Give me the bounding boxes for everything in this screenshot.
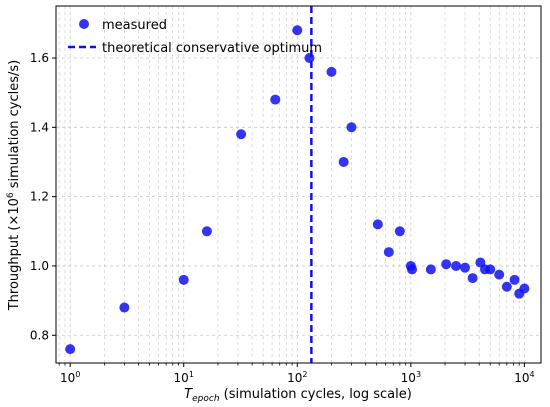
- y-tick-label: 1.6: [30, 51, 49, 65]
- data-point: [509, 274, 520, 285]
- y-tick-label: 1.2: [30, 190, 49, 204]
- x-tick-label: 100: [60, 370, 80, 385]
- x-tick-label: 102: [287, 370, 307, 385]
- y-axis-ticks: 0.8 1.0 1.2 1.4 1.6: [30, 51, 56, 342]
- data-point: [292, 25, 303, 36]
- data-point: [494, 269, 505, 280]
- data-point: [326, 66, 337, 77]
- data-point: [394, 226, 405, 237]
- data-point: [304, 52, 315, 63]
- data-point: [372, 219, 383, 230]
- data-point: [201, 226, 212, 237]
- data-point: [485, 264, 496, 275]
- data-point: [236, 129, 247, 140]
- y-tick-label: 1.4: [30, 120, 49, 134]
- data-point: [441, 259, 452, 270]
- legend: measured theoretical conservative optimu…: [68, 18, 322, 56]
- plot-frame: [55, 5, 542, 364]
- data-point: [467, 273, 478, 284]
- plot-background: [56, 6, 541, 363]
- legend-marker-measured: [79, 19, 89, 29]
- data-point: [270, 94, 281, 105]
- x-axis-label: Tepoch (simulation cycles, log scale): [184, 387, 412, 404]
- data-point: [407, 264, 418, 275]
- data-point: [460, 262, 471, 273]
- data-point: [425, 264, 436, 275]
- grid: [56, 6, 541, 363]
- y-tick-label: 1.0: [30, 259, 49, 273]
- measured-points: [65, 25, 530, 355]
- x-tick-label: 103: [401, 370, 421, 385]
- y-tick-label: 0.8: [30, 328, 49, 342]
- legend-label-optimum: theoretical conservative optimum: [102, 41, 322, 56]
- data-point: [65, 344, 76, 355]
- data-point: [338, 156, 349, 167]
- x-tick-label: 104: [514, 370, 534, 385]
- x-tick-label: 101: [174, 370, 194, 385]
- data-point: [178, 274, 189, 285]
- data-point: [519, 283, 530, 294]
- legend-label-measured: measured: [102, 18, 167, 33]
- data-point: [383, 247, 394, 258]
- y-axis-label: Throughput (×106 simulation cycles/s): [6, 60, 22, 312]
- data-point: [501, 281, 512, 292]
- data-point: [346, 122, 357, 133]
- data-point: [451, 260, 462, 271]
- data-point: [119, 302, 130, 313]
- x-axis-ticks: 100 101 102 103 104: [58, 363, 535, 385]
